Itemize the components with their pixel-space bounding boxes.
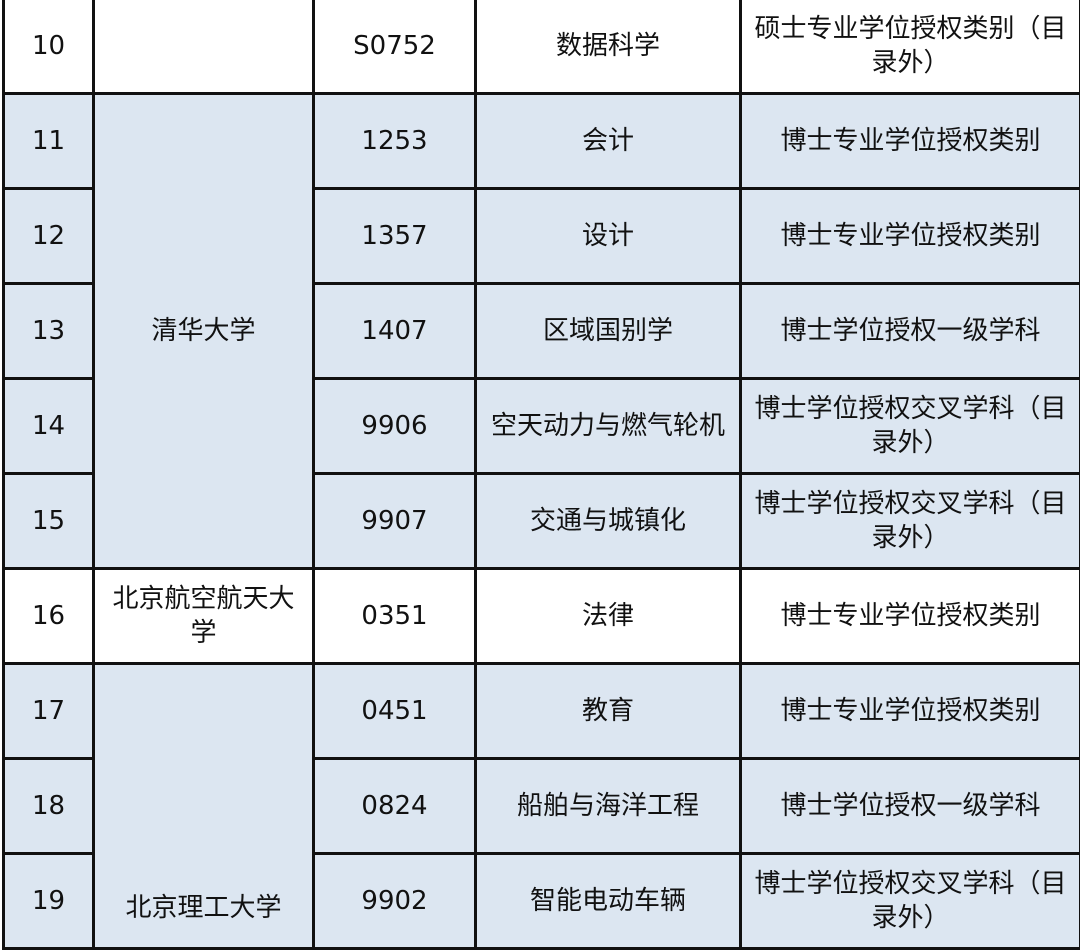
university-cell: 北京理工大学 (94, 664, 314, 949)
code-cell: 1253 (314, 94, 476, 189)
university-cell: 清华大学 (94, 94, 314, 569)
code-cell: 9906 (314, 379, 476, 474)
code-cell: 0351 (314, 569, 476, 664)
table-row: 10 S0752 数据科学 硕士专业学位授权类别（目录外） (4, 0, 1080, 94)
table-row: 11 清华大学 1253 会计 博士专业学位授权类别 (4, 94, 1080, 189)
name-cell: 数据科学 (476, 0, 741, 94)
type-cell: 博士学位授权一级学科 (741, 284, 1080, 379)
row-number: 19 (4, 854, 94, 949)
type-cell: 博士专业学位授权类别 (741, 94, 1080, 189)
row-number: 14 (4, 379, 94, 474)
code-cell: 0451 (314, 664, 476, 759)
row-number: 11 (4, 94, 94, 189)
type-cell: 博士学位授权一级学科 (741, 759, 1080, 854)
name-cell: 区域国别学 (476, 284, 741, 379)
type-cell: 博士学位授权交叉学科（目录外） (741, 474, 1080, 569)
type-cell: 博士专业学位授权类别 (741, 189, 1080, 284)
code-cell: 9907 (314, 474, 476, 569)
type-cell: 硕士专业学位授权类别（目录外） (741, 0, 1080, 94)
name-cell: 教育 (476, 664, 741, 759)
name-cell: 法律 (476, 569, 741, 664)
table-row: 16 北京航空航天大学 0351 法律 博士专业学位授权类别 (4, 569, 1080, 664)
row-number: 12 (4, 189, 94, 284)
type-cell: 博士专业学位授权类别 (741, 664, 1080, 759)
name-cell: 会计 (476, 94, 741, 189)
row-number: 15 (4, 474, 94, 569)
name-cell: 设计 (476, 189, 741, 284)
row-number: 10 (4, 0, 94, 94)
row-number: 13 (4, 284, 94, 379)
name-cell: 交通与城镇化 (476, 474, 741, 569)
type-cell: 博士学位授权交叉学科（目录外） (741, 854, 1080, 949)
row-number: 18 (4, 759, 94, 854)
row-number: 16 (4, 569, 94, 664)
code-cell: 9902 (314, 854, 476, 949)
name-cell: 智能电动车辆 (476, 854, 741, 949)
university-cell: 北京航空航天大学 (94, 569, 314, 664)
row-number: 17 (4, 664, 94, 759)
code-cell: 0824 (314, 759, 476, 854)
university-cell (94, 0, 314, 94)
code-cell: 1357 (314, 189, 476, 284)
name-cell: 船舶与海洋工程 (476, 759, 741, 854)
type-cell: 博士学位授权交叉学科（目录外） (741, 379, 1080, 474)
type-cell: 博士专业学位授权类别 (741, 569, 1080, 664)
name-cell: 空天动力与燃气轮机 (476, 379, 741, 474)
code-cell: S0752 (314, 0, 476, 94)
table-row: 17 北京理工大学 0451 教育 博士专业学位授权类别 (4, 664, 1080, 759)
code-cell: 1407 (314, 284, 476, 379)
